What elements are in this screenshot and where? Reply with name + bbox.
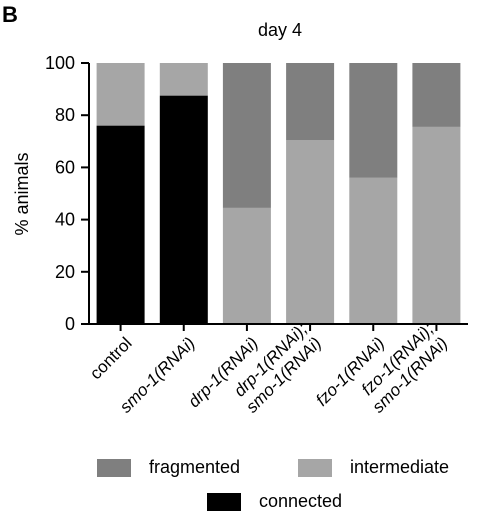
axes-layer [88, 63, 468, 325]
legend-swatch-fragmented [97, 458, 131, 477]
bar-segment-fragmented [412, 63, 461, 127]
y-tick-label: 100 [45, 53, 75, 73]
bar-segment-connected [159, 95, 208, 324]
y-tick-label: 40 [55, 210, 75, 230]
panel-label: B [2, 2, 18, 27]
bars-layer [96, 63, 461, 325]
x-tick-label: fzo-1(RNAi);smo-1(RNAi) [354, 319, 451, 416]
bar-segment-intermediate [349, 177, 398, 324]
legend-item-fragmented: fragmented [97, 457, 240, 478]
bar-segment-intermediate [412, 126, 461, 325]
bar-segment-intermediate [286, 140, 335, 324]
bar-segment-fragmented [286, 63, 335, 140]
bar-segment-intermediate [222, 207, 271, 324]
chart-title: day 4 [258, 20, 302, 40]
x-tick-label-line: control [86, 334, 136, 384]
bar-segment-intermediate [159, 63, 208, 96]
x-tick-label: control [86, 334, 136, 384]
legend-label-intermediate: intermediate [350, 457, 450, 477]
legend-item-intermediate: intermediate [298, 457, 449, 478]
bar-segment-fragmented [222, 63, 271, 208]
x-labels-layer: controlsmo-1(RNAi)drp-1(RNAi)drp-1(RNAi)… [86, 319, 451, 416]
y-axis-label: % animals [12, 152, 32, 235]
bar-segment-fragmented [349, 63, 398, 178]
bar-segment-connected [96, 125, 145, 324]
y-tick-label: 80 [55, 105, 75, 125]
y-tick-label: 60 [55, 157, 75, 177]
legend-swatch-connected [207, 492, 241, 511]
y-ticks-layer: 0 20 40 60 80 100 [45, 53, 89, 334]
y-tick-label: 0 [65, 314, 75, 334]
legend-label-connected: connected [259, 491, 343, 511]
legend-item-connected: connected [207, 491, 342, 512]
legend-label-fragmented: fragmented [149, 457, 241, 477]
y-tick-label: 20 [55, 262, 75, 282]
x-tick-label: drp-1(RNAi);smo-1(RNAi) [228, 319, 325, 416]
legend-swatch-intermediate [298, 458, 332, 477]
bar-segment-intermediate [96, 63, 145, 126]
